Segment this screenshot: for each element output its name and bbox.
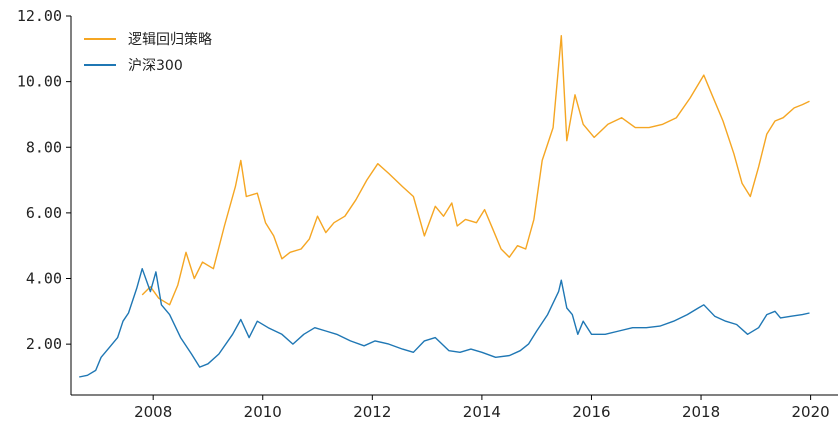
series-layer	[79, 35, 810, 378]
x-tick-label: 2014	[463, 403, 501, 421]
axes	[70, 16, 838, 396]
y-tick-label: 12.00	[17, 7, 62, 25]
legend-label-csi300: 沪深300	[128, 58, 183, 74]
x-tick-label: 2016	[572, 403, 610, 421]
y-tick-label: 2.00	[26, 335, 62, 353]
x-tick-label: 2010	[244, 403, 282, 421]
y-tick-label: 10.00	[17, 73, 62, 91]
x-tick-label: 2018	[682, 403, 720, 421]
y-tick-label: 6.00	[26, 204, 62, 222]
x-tick-label: 2008	[134, 403, 172, 421]
x-ticks: 2008 2010 2012 2014 2016 2018 2020	[134, 395, 830, 421]
y-tick-label: 8.00	[26, 138, 62, 156]
x-tick-label: 2020	[792, 403, 830, 421]
y-tick-label: 4.00	[26, 270, 62, 288]
legend: 逻辑回归策略 沪深300	[84, 31, 212, 74]
legend-label-strategy: 逻辑回归策略	[128, 31, 212, 48]
y-ticks: 2.00 4.00 6.00 8.00 10.00 12.00	[17, 7, 71, 353]
series-line-csi300	[79, 268, 810, 378]
series-line-strategy	[141, 35, 810, 306]
x-tick-label: 2012	[353, 403, 391, 421]
